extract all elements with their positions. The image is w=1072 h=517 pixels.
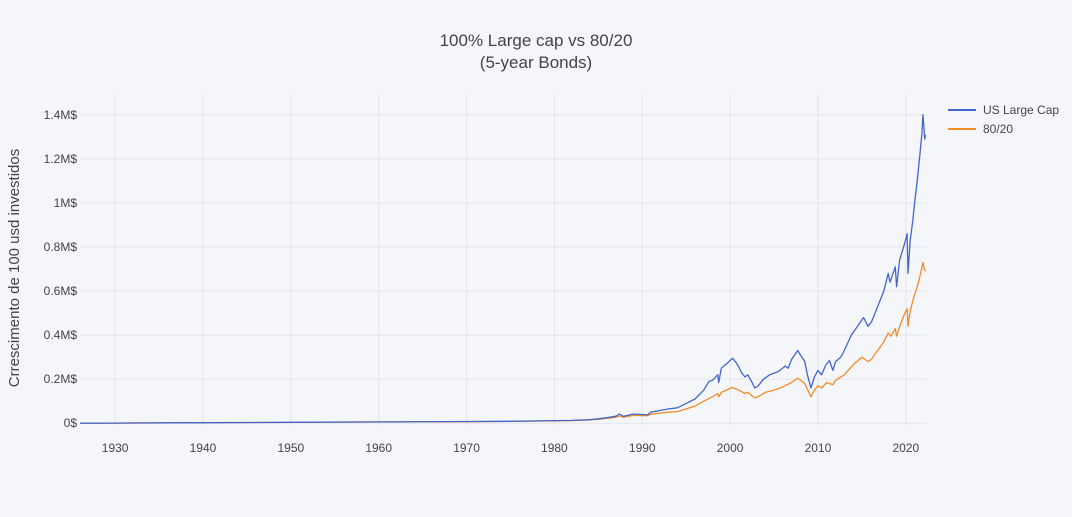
legend-label: 80/20	[983, 122, 1013, 136]
chart-subtitle: (5-year Bonds)	[480, 53, 592, 72]
y-tick-label: 1.4M$	[44, 108, 78, 122]
legend-label: US Large Cap	[983, 103, 1059, 117]
x-tick-label: 2010	[805, 441, 832, 455]
series-line-80-20[interactable]	[79, 261, 927, 424]
y-axis-ticks: 0$ 0.2M$ 0.4M$ 0.6M$ 0.8M$ 1M$ 1.2M$ 1.4M$	[44, 108, 78, 430]
x-tick-label: 2020	[892, 441, 919, 455]
legend-item-80-20[interactable]: 80/20	[948, 122, 1013, 136]
grid	[80, 95, 926, 425]
legend[interactable]: US Large Cap 80/20	[948, 103, 1059, 136]
x-tick-label: 1930	[102, 441, 129, 455]
y-tick-label: 1M$	[54, 196, 78, 210]
x-tick-label: 2000	[717, 441, 744, 455]
y-tick-label: 0$	[64, 416, 78, 430]
x-tick-label: 1990	[629, 441, 656, 455]
x-tick-label: 1950	[277, 441, 304, 455]
y-tick-label: 0.4M$	[44, 328, 78, 342]
x-axis-ticks: 1930 1940 1950 1960 1970 1980 1990 2000 2010 2020	[102, 441, 920, 455]
y-axis-label: Crrescimento de 100 usd investidos	[6, 149, 23, 387]
series-lines	[79, 114, 927, 424]
x-tick-label: 1960	[365, 441, 392, 455]
y-tick-label: 0.2M$	[44, 372, 78, 386]
y-tick-label: 1.2M$	[44, 152, 78, 166]
y-tick-label: 0.6M$	[44, 284, 78, 298]
y-tick-label: 0.8M$	[44, 240, 78, 254]
x-tick-label: 1980	[541, 441, 568, 455]
series-line-us-large-cap[interactable]	[79, 114, 927, 424]
chart-title: 100% Large cap vs 80/20	[440, 31, 633, 50]
x-tick-label: 1970	[453, 441, 480, 455]
legend-item-us-large-cap[interactable]: US Large Cap	[948, 103, 1059, 117]
x-tick-label: 1940	[190, 441, 217, 455]
